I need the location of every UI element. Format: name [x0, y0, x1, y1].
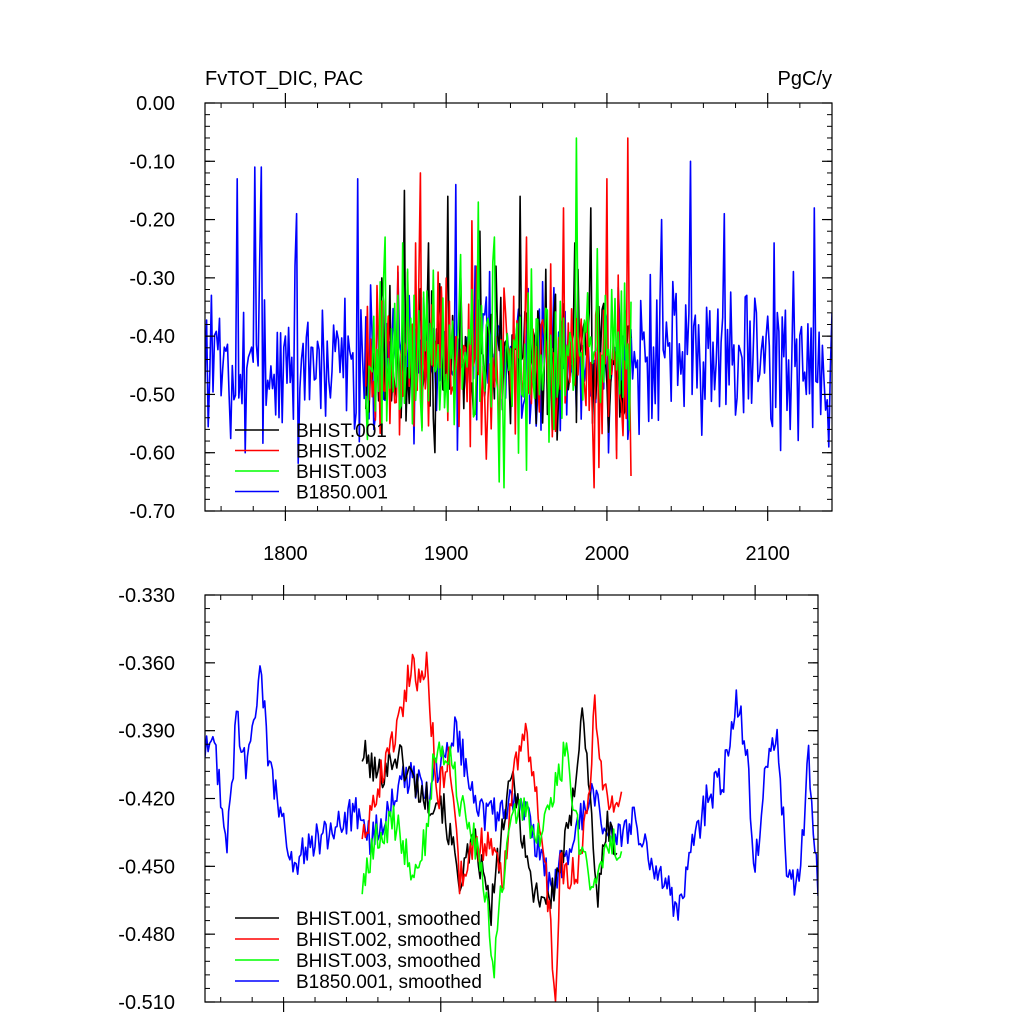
legend-label: BHIST.001	[296, 421, 387, 442]
legend-label: B1850.001, smoothed	[296, 972, 482, 993]
y-tick-label: -0.40	[129, 326, 175, 348]
y-tick-label: -0.10	[129, 151, 175, 173]
series-line-bhist-002-smoothed	[361, 651, 623, 1002]
x-tick-label: 2100	[745, 543, 790, 565]
y-tick-label: -0.50	[129, 384, 175, 406]
plot-frame	[204, 102, 833, 512]
y-tick-label: -0.510	[118, 992, 175, 1014]
series-line-bhist-003	[365, 137, 632, 489]
y-tick-label: -0.360	[118, 653, 175, 675]
y-tick-label: 0.00	[136, 93, 175, 115]
series-group	[205, 651, 818, 1002]
y-tick-label: -0.70	[129, 501, 175, 523]
legend-label: B1850.001	[296, 483, 388, 504]
series-line-bhist-003-smoothed	[361, 741, 623, 979]
y-tick-label: -0.450	[118, 856, 175, 878]
panel-1: FvTOT_DIC, PAC PgC/y 0.00 -0.10 -0.20 -0.30 -0…	[129, 68, 833, 565]
y-tick-label: -0.60	[129, 443, 175, 465]
series-line-bhist-001-smoothed	[361, 707, 618, 927]
legend-label: BHIST.002	[296, 442, 387, 463]
y-tick-label: -0.480	[118, 924, 175, 946]
legend-label: BHIST.003	[296, 462, 387, 483]
y-tick-label: -0.420	[118, 789, 175, 811]
x-tick-label: 1900	[424, 543, 469, 565]
chart-title: FvTOT_DIC, PAC	[205, 68, 363, 90]
y-tick-label: -0.30	[129, 268, 175, 290]
legend-label: BHIST.002, smoothed	[296, 930, 481, 951]
x-tick-label: 2000	[585, 543, 630, 565]
units-label: PgC/y	[778, 68, 832, 90]
y-tick-label: -0.330	[118, 585, 175, 607]
legend-label: BHIST.001, smoothed	[296, 909, 481, 930]
panel-2: -0.330 -0.360 -0.390 -0.420 -0.450 -0.480 -0.5…	[118, 585, 819, 1014]
y-tick-label: -0.390	[118, 721, 175, 743]
x-tick-label: 1800	[263, 543, 308, 565]
y-tick-label: -0.20	[129, 210, 175, 232]
legend-label: BHIST.003, smoothed	[296, 951, 481, 972]
series-group	[205, 137, 832, 489]
